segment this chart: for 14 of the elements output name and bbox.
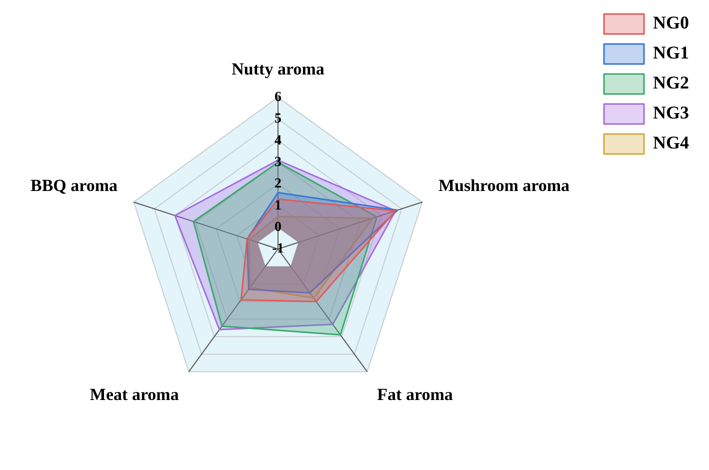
legend-label: NG4 bbox=[653, 132, 689, 153]
y-tick-label: 3 bbox=[274, 154, 282, 170]
spoke-label: Fat aroma bbox=[377, 385, 454, 404]
legend-label: NG3 bbox=[653, 102, 689, 123]
legend-label: NG0 bbox=[653, 12, 689, 33]
spoke-label: Meat aroma bbox=[90, 385, 180, 404]
spoke-label: BBQ aroma bbox=[30, 176, 118, 196]
y-tick-label: 1 bbox=[274, 198, 282, 214]
legend-label: NG2 bbox=[653, 72, 689, 93]
legend-label: NG1 bbox=[653, 42, 689, 63]
y-tick-label: 2 bbox=[274, 176, 282, 192]
spoke-label: Mushroom aroma bbox=[438, 176, 570, 196]
y-tick-label: 6 bbox=[274, 90, 282, 105]
spoke-label: Nutty aroma bbox=[232, 59, 325, 78]
